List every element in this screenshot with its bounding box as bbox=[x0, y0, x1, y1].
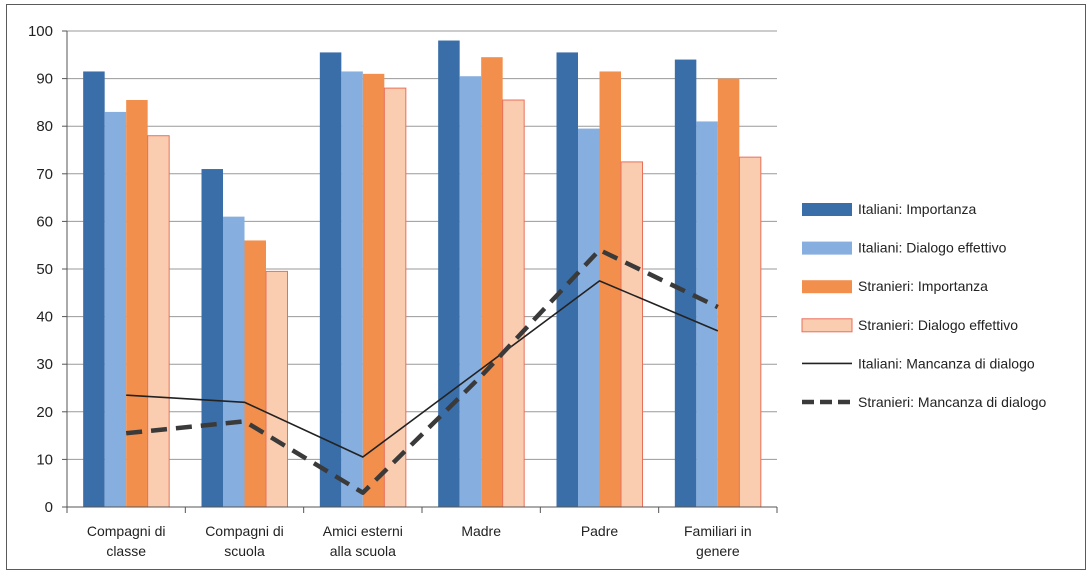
y-tick-label: 70 bbox=[36, 166, 53, 183]
x-category-label: Padre bbox=[581, 523, 619, 539]
bar bbox=[696, 121, 718, 507]
bar bbox=[223, 216, 245, 507]
y-tick-label: 100 bbox=[28, 23, 53, 40]
bar bbox=[265, 270, 288, 508]
y-tick-label: 10 bbox=[36, 451, 53, 468]
bar bbox=[362, 73, 385, 507]
legend-label: Italiani: Dialogo effettivo bbox=[858, 240, 1007, 256]
legend-item: Stranieri: Dialogo effettivo bbox=[801, 317, 1018, 333]
legend-swatch bbox=[802, 280, 852, 294]
bar bbox=[83, 71, 105, 508]
y-tick-label: 0 bbox=[45, 499, 53, 516]
bar bbox=[201, 169, 223, 508]
legend-label: Italiani: Mancanza di dialogo bbox=[858, 355, 1035, 371]
bar bbox=[599, 71, 621, 508]
y-tick-label: 80 bbox=[36, 118, 53, 135]
bar bbox=[717, 78, 740, 507]
legend-label: Stranieri: Dialogo effettivo bbox=[858, 317, 1018, 333]
chart-frame: 0 10 20 30 40 50 60 70 80 90 100 Compagni di classe… bbox=[6, 4, 1086, 570]
gridlines bbox=[67, 30, 777, 460]
bar bbox=[104, 111, 127, 508]
bar bbox=[319, 52, 342, 508]
legend-swatch bbox=[802, 241, 852, 255]
bar bbox=[126, 100, 148, 508]
bar bbox=[341, 71, 363, 508]
y-tick-label: 20 bbox=[36, 404, 53, 421]
bar bbox=[459, 76, 482, 507]
x-category-label: Familiari in bbox=[684, 523, 752, 539]
series-line-dashed bbox=[125, 247, 719, 495]
bar bbox=[738, 156, 762, 508]
y-tick-label: 50 bbox=[36, 261, 53, 278]
bar-series bbox=[83, 40, 762, 508]
x-category-label: alla scuola bbox=[330, 543, 396, 559]
series-line-solid bbox=[126, 280, 719, 458]
x-category-label: scuola bbox=[224, 543, 265, 559]
legend-swatch bbox=[801, 318, 853, 333]
axes bbox=[66, 31, 778, 513]
bar bbox=[244, 240, 266, 507]
combo-chart: 0 10 20 30 40 50 60 70 80 90 100 Compagni di classe… bbox=[28, 23, 1047, 559]
legend-label: Stranieri: Mancanza di dialogo bbox=[858, 394, 1047, 410]
y-axis-ticks: 0 10 20 30 40 50 60 70 80 90 100 bbox=[28, 23, 67, 516]
bar bbox=[481, 57, 503, 508]
bar bbox=[578, 128, 600, 507]
legend: Italiani: Importanza Italiani: Dialogo ef… bbox=[801, 201, 1047, 410]
bar bbox=[383, 87, 407, 508]
legend-swatch bbox=[802, 203, 852, 216]
x-axis-categories: Compagni di classe Compagni di scuola Amici … bbox=[87, 523, 752, 559]
bar bbox=[556, 52, 578, 508]
legend-item: Italiani: Mancanza di dialogo bbox=[802, 355, 1035, 371]
x-category-label: classe bbox=[106, 543, 146, 559]
x-category-label: Amici esterni bbox=[323, 523, 403, 539]
bar bbox=[620, 161, 643, 508]
legend-item: Stranieri: Importanza bbox=[802, 278, 988, 294]
y-tick-label: 30 bbox=[36, 356, 53, 373]
bar bbox=[438, 40, 460, 508]
bar bbox=[674, 59, 697, 508]
legend-label: Stranieri: Importanza bbox=[858, 278, 988, 294]
legend-item: Italiani: Importanza bbox=[802, 201, 976, 217]
legend-item: Stranieri: Mancanza di dialogo bbox=[802, 394, 1047, 410]
x-category-label: Madre bbox=[461, 523, 501, 539]
x-category-label: genere bbox=[696, 543, 740, 559]
y-tick-label: 40 bbox=[36, 309, 53, 326]
legend-item: Italiani: Dialogo effettivo bbox=[802, 240, 1007, 256]
bar bbox=[147, 135, 170, 508]
y-tick-label: 90 bbox=[36, 71, 53, 88]
x-category-label: Compagni di bbox=[87, 523, 166, 539]
bar bbox=[502, 99, 525, 508]
x-category-label: Compagni di bbox=[205, 523, 284, 539]
y-tick-label: 60 bbox=[36, 213, 53, 230]
legend-label: Italiani: Importanza bbox=[858, 201, 976, 217]
line-series bbox=[125, 247, 719, 495]
